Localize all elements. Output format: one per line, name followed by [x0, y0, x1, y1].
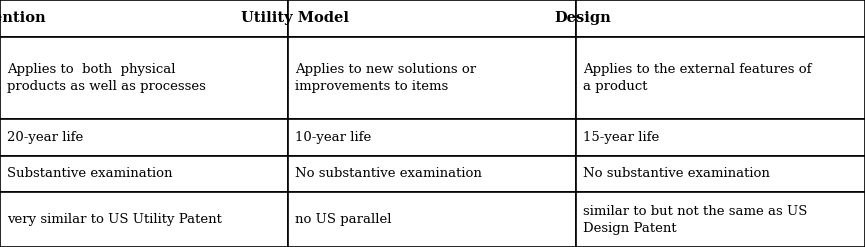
Bar — [0, 37, 288, 119]
Text: no US parallel: no US parallel — [295, 213, 392, 226]
Bar — [288, 119, 576, 156]
Text: Applies to the external features of
a product: Applies to the external features of a pr… — [583, 63, 811, 93]
Bar — [576, 192, 865, 247]
Bar — [576, 119, 865, 156]
Text: No substantive examination: No substantive examination — [295, 167, 482, 181]
Bar — [576, 37, 865, 119]
Text: Applies to  both  physical
products as well as processes: Applies to both physical products as wel… — [7, 63, 206, 93]
Text: Substantive examination: Substantive examination — [7, 167, 172, 181]
Bar — [288, 37, 576, 119]
Text: Invention: Invention — [0, 11, 46, 25]
Text: No substantive examination: No substantive examination — [583, 167, 770, 181]
Bar — [576, 0, 865, 37]
Bar — [0, 192, 288, 247]
Bar — [0, 0, 288, 37]
Bar — [288, 192, 576, 247]
Bar — [0, 119, 288, 156]
Bar — [288, 156, 576, 192]
Text: similar to but not the same as US
Design Patent: similar to but not the same as US Design… — [583, 205, 807, 235]
Bar — [288, 0, 576, 37]
Text: 20-year life: 20-year life — [7, 131, 83, 144]
Text: Utility Model: Utility Model — [241, 11, 349, 25]
Text: very similar to US Utility Patent: very similar to US Utility Patent — [7, 213, 221, 226]
Text: Applies to new solutions or
improvements to items: Applies to new solutions or improvements… — [295, 63, 476, 93]
Text: Design: Design — [554, 11, 612, 25]
Text: 10-year life: 10-year life — [295, 131, 371, 144]
Bar — [576, 156, 865, 192]
Bar — [0, 156, 288, 192]
Text: 15-year life: 15-year life — [583, 131, 659, 144]
